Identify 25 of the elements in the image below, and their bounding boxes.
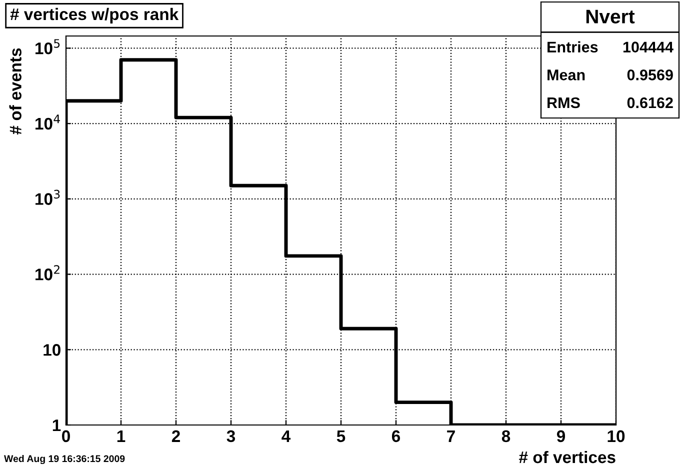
y-tick-label: 1: [52, 420, 61, 432]
x-tick-label: 8: [502, 430, 510, 442]
text: Entries 104444: [548, 41, 674, 52]
y-axis-title: # of events: [9, 48, 22, 134]
x-tick-label: 0: [62, 430, 70, 442]
x-tick-label: 7: [447, 430, 455, 442]
x-tick-label: 3: [226, 430, 236, 442]
chart-title: # vertices w/pos rank: [10, 8, 179, 24]
y-tick-label: 10$^{3}$: [36, 190, 60, 205]
y-tick-label: 10$^{5}$: [36, 39, 60, 54]
x-tick-label: 10: [608, 430, 625, 442]
x-tick-label: 6: [392, 430, 400, 442]
x-tick-label: 9: [556, 430, 566, 442]
x-tick-label: 5: [336, 430, 346, 442]
x-tick-label: 4: [282, 430, 291, 442]
text: Wed Aug 19 16:36:15 2009: [4, 454, 125, 464]
x-axis-title: # of vertices: [519, 450, 616, 464]
x-tick-label: 2: [172, 430, 180, 442]
text: Mean 0.9569: [548, 70, 673, 80]
x-tick-label: 1: [117, 430, 126, 442]
text: RMS 0.6162: [548, 97, 673, 108]
y-tick-label: 10$^{2}$: [36, 265, 60, 280]
y-tick-label: 10$^{4}$: [36, 114, 60, 130]
text: Nvert: [586, 10, 635, 24]
y-tick-label: 10: [44, 344, 60, 356]
